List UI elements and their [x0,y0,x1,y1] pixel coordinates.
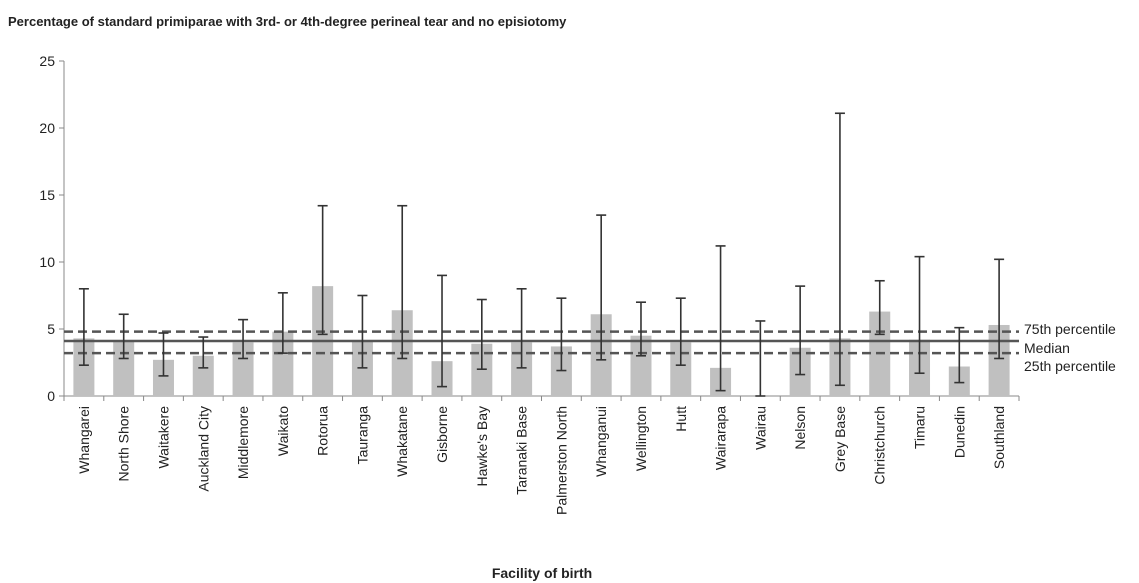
chart-title: Percentage of standard primiparae with 3… [8,14,567,29]
category-label-17: Wairau [752,406,768,450]
reference-label-2: 25th percentile [1024,358,1116,374]
category-label-21: Timaru [912,406,928,449]
bar-23 [988,324,1010,396]
y-tick-label: 10 [39,254,55,270]
category-label-9: Gisborne [434,406,450,463]
category-label-4: Middlemore [235,406,251,479]
x-axis-title: Facility of birth [492,565,592,581]
category-label-18: Nelson [792,406,808,450]
category-label-8: Whakatane [394,406,410,477]
category-label-15: Hutt [673,406,689,432]
y-tick-label: 5 [47,321,55,337]
bar-11 [511,342,533,396]
reference-label-0: 75th percentile [1024,321,1116,337]
bar-1 [113,341,135,396]
y-tick-label: 20 [39,120,55,136]
category-label-12: Palmerston North [553,406,569,515]
category-label-0: Whangarei [76,406,92,474]
bar-15 [670,342,692,396]
category-label-3: Auckland City [195,406,211,492]
category-label-6: Rotorua [315,406,331,456]
category-label-16: Wairarapa [713,406,729,470]
category-label-2: Waitakere [155,406,171,469]
category-label-11: Taranaki Base [514,406,530,495]
category-label-22: Dunedin [951,406,967,458]
category-label-20: Christchurch [872,406,888,485]
category-label-13: Whanganui [593,406,609,477]
category-label-7: Tauranga [354,406,370,465]
category-label-5: Waikato [275,406,291,456]
bar-3 [192,355,214,396]
category-label-1: North Shore [116,406,132,482]
plot-area: 0 5 10 15 20 25 75th percentile Median 25th perc… [39,53,1116,515]
category-label-19: Grey Base [832,406,848,472]
y-tick-label: 0 [47,388,55,404]
category-label-14: Wellington [633,406,649,471]
bar-14 [630,335,652,396]
bar-5 [272,331,294,396]
bar-2 [152,359,174,396]
bar-4 [232,342,254,396]
y-tick-label: 15 [39,187,55,203]
y-tick-label: 25 [39,53,55,69]
category-label-23: Southland [991,406,1007,469]
category-label-10: Hawke's Bay [474,406,490,486]
reference-label-1: Median [1024,340,1070,356]
